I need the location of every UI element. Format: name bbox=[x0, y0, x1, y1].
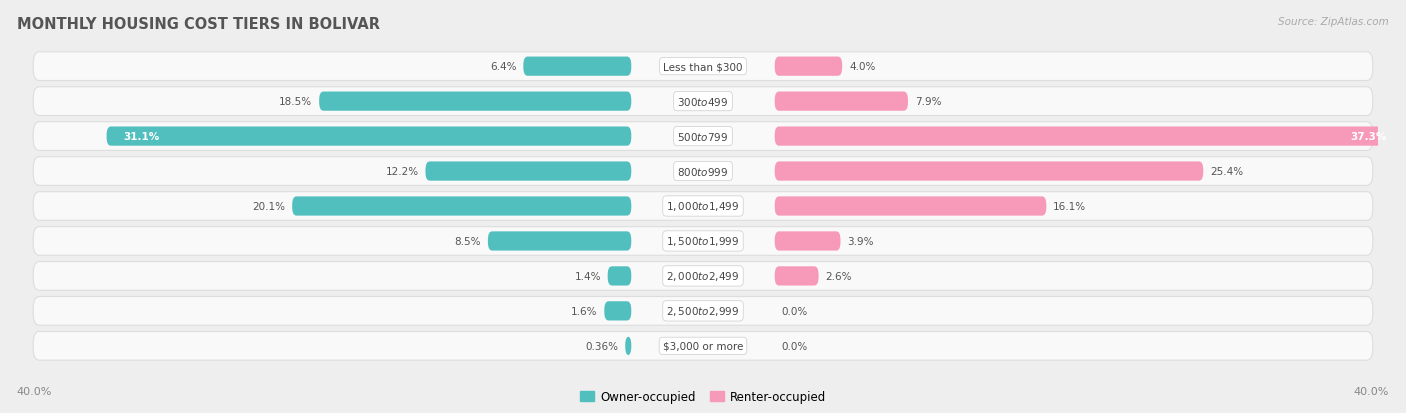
FancyBboxPatch shape bbox=[34, 262, 1372, 291]
Text: 1.4%: 1.4% bbox=[575, 271, 600, 281]
Text: 3.9%: 3.9% bbox=[848, 236, 873, 247]
Text: 12.2%: 12.2% bbox=[385, 166, 419, 177]
Text: 18.5%: 18.5% bbox=[280, 97, 312, 107]
Text: 16.1%: 16.1% bbox=[1053, 202, 1087, 211]
Text: 40.0%: 40.0% bbox=[1354, 387, 1389, 396]
Text: 4.0%: 4.0% bbox=[849, 62, 876, 72]
Text: 2.6%: 2.6% bbox=[825, 271, 852, 281]
FancyBboxPatch shape bbox=[292, 197, 631, 216]
Text: $500 to $799: $500 to $799 bbox=[678, 131, 728, 143]
FancyBboxPatch shape bbox=[34, 227, 1372, 256]
Text: $300 to $499: $300 to $499 bbox=[678, 96, 728, 108]
FancyBboxPatch shape bbox=[775, 57, 842, 76]
FancyBboxPatch shape bbox=[107, 127, 631, 146]
FancyBboxPatch shape bbox=[34, 192, 1372, 221]
Text: 40.0%: 40.0% bbox=[17, 387, 52, 396]
Text: 6.4%: 6.4% bbox=[491, 62, 516, 72]
FancyBboxPatch shape bbox=[775, 92, 908, 112]
FancyBboxPatch shape bbox=[775, 127, 1405, 146]
FancyBboxPatch shape bbox=[426, 162, 631, 181]
FancyBboxPatch shape bbox=[775, 267, 818, 286]
Text: 0.0%: 0.0% bbox=[782, 306, 807, 316]
Text: 8.5%: 8.5% bbox=[454, 236, 481, 247]
FancyBboxPatch shape bbox=[34, 297, 1372, 325]
Text: MONTHLY HOUSING COST TIERS IN BOLIVAR: MONTHLY HOUSING COST TIERS IN BOLIVAR bbox=[17, 17, 380, 31]
Legend: Owner-occupied, Renter-occupied: Owner-occupied, Renter-occupied bbox=[575, 385, 831, 408]
Text: 37.3%: 37.3% bbox=[1351, 132, 1388, 142]
Text: $800 to $999: $800 to $999 bbox=[678, 166, 728, 178]
FancyBboxPatch shape bbox=[605, 301, 631, 321]
Text: 25.4%: 25.4% bbox=[1211, 166, 1243, 177]
Text: $2,500 to $2,999: $2,500 to $2,999 bbox=[666, 305, 740, 318]
Text: 0.36%: 0.36% bbox=[585, 341, 619, 351]
FancyBboxPatch shape bbox=[34, 332, 1372, 360]
Text: Source: ZipAtlas.com: Source: ZipAtlas.com bbox=[1278, 17, 1389, 26]
FancyBboxPatch shape bbox=[626, 337, 631, 356]
FancyBboxPatch shape bbox=[523, 57, 631, 76]
FancyBboxPatch shape bbox=[775, 232, 841, 251]
Text: $1,000 to $1,499: $1,000 to $1,499 bbox=[666, 200, 740, 213]
Text: $3,000 or more: $3,000 or more bbox=[662, 341, 744, 351]
FancyBboxPatch shape bbox=[34, 88, 1372, 116]
FancyBboxPatch shape bbox=[488, 232, 631, 251]
Text: 0.0%: 0.0% bbox=[782, 341, 807, 351]
Text: Less than $300: Less than $300 bbox=[664, 62, 742, 72]
FancyBboxPatch shape bbox=[775, 197, 1046, 216]
Text: 31.1%: 31.1% bbox=[124, 132, 160, 142]
Text: 7.9%: 7.9% bbox=[915, 97, 941, 107]
Text: $1,500 to $1,999: $1,500 to $1,999 bbox=[666, 235, 740, 248]
FancyBboxPatch shape bbox=[607, 267, 631, 286]
Text: 20.1%: 20.1% bbox=[253, 202, 285, 211]
FancyBboxPatch shape bbox=[34, 157, 1372, 186]
Text: 1.6%: 1.6% bbox=[571, 306, 598, 316]
FancyBboxPatch shape bbox=[34, 122, 1372, 151]
Text: $2,000 to $2,499: $2,000 to $2,499 bbox=[666, 270, 740, 283]
FancyBboxPatch shape bbox=[775, 162, 1204, 181]
FancyBboxPatch shape bbox=[34, 53, 1372, 81]
FancyBboxPatch shape bbox=[319, 92, 631, 112]
